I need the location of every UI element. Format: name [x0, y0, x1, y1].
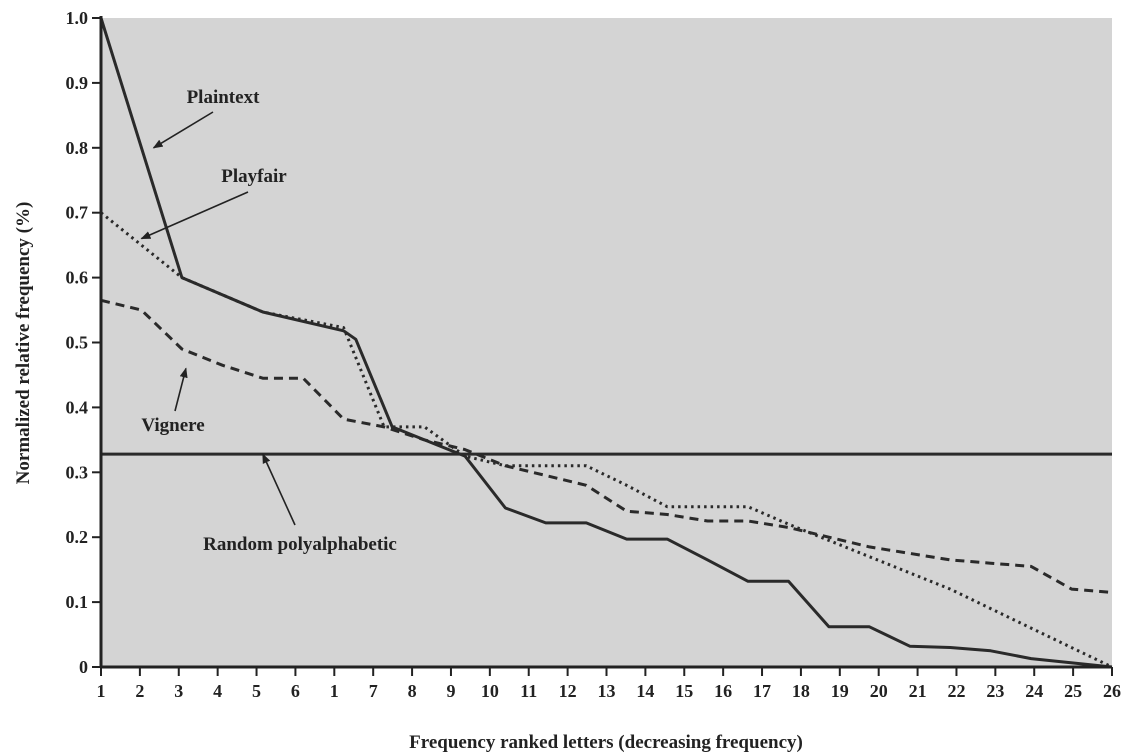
x-tick-label: 21	[909, 681, 927, 701]
x-tick-label: 15	[675, 681, 693, 701]
y-tick-label: 0.3	[66, 462, 89, 482]
x-tick-label: 4	[213, 681, 222, 701]
x-tick-label: 18	[792, 681, 810, 701]
x-axis-title: Frequency ranked letters (decreasing fre…	[409, 732, 803, 753]
x-tick-label: 5	[252, 681, 261, 701]
annotation-label-plaintext: Plaintext	[187, 87, 260, 108]
x-tick-label: 23	[986, 681, 1004, 701]
y-tick-label: 0.5	[66, 333, 89, 353]
y-tick-label: 1.0	[66, 8, 89, 28]
x-tick-label: 7	[369, 681, 378, 701]
x-tick-label: 10	[481, 681, 499, 701]
annotation-arrow	[140, 191, 249, 240]
y-tick-label: 0.7	[66, 203, 89, 223]
x-tick-label: 17	[753, 681, 771, 701]
x-tick-label: 6	[291, 681, 300, 701]
y-axis-title: Normalized relative frequency (%)	[13, 202, 34, 485]
x-tick-label: 24	[1025, 681, 1043, 701]
x-tick-label: 19	[831, 681, 849, 701]
x-tick-label: 3	[174, 681, 183, 701]
annotation-arrow	[262, 453, 296, 526]
series-line-playfair	[100, 211, 1113, 669]
y-tick-label: 0	[79, 657, 88, 677]
x-tick-label: 22	[947, 681, 965, 701]
x-tick-label: 11	[520, 681, 537, 701]
series-line-vignere	[100, 298, 1113, 594]
annotation-arrow	[152, 111, 214, 149]
x-tick-label: 20	[870, 681, 888, 701]
y-tick-label: 0.8	[66, 138, 89, 158]
annotation-arrow	[174, 367, 188, 412]
x-tick-label: 12	[559, 681, 577, 701]
y-tick-label: 0.1	[66, 592, 89, 612]
x-tick-label: 9	[446, 681, 455, 701]
y-tick-label: 0.4	[66, 397, 89, 417]
x-tick-label: 14	[636, 681, 654, 701]
x-tick-label: 26	[1103, 681, 1121, 701]
series-line-plaintext	[99, 17, 1113, 669]
x-tick-label: 8	[408, 681, 417, 701]
annotation-label-random-polyalphabetic: Random polyalphabetic	[203, 534, 397, 555]
annotation-label-playfair: Playfair	[221, 166, 287, 187]
plot-background	[101, 18, 1112, 667]
x-tick-label: 16	[714, 681, 732, 701]
x-tick-label: 25	[1064, 681, 1082, 701]
x-tick-label: 1	[330, 681, 339, 701]
y-tick-label: 0.2	[66, 527, 89, 547]
y-tick-label: 0.9	[66, 73, 89, 93]
x-tick-label: 1	[97, 681, 106, 701]
x-tick-label: 2	[135, 681, 144, 701]
x-tick-label: 13	[598, 681, 616, 701]
y-tick-label: 0.6	[66, 268, 89, 288]
annotation-label-vignere: Vignere	[141, 415, 204, 436]
